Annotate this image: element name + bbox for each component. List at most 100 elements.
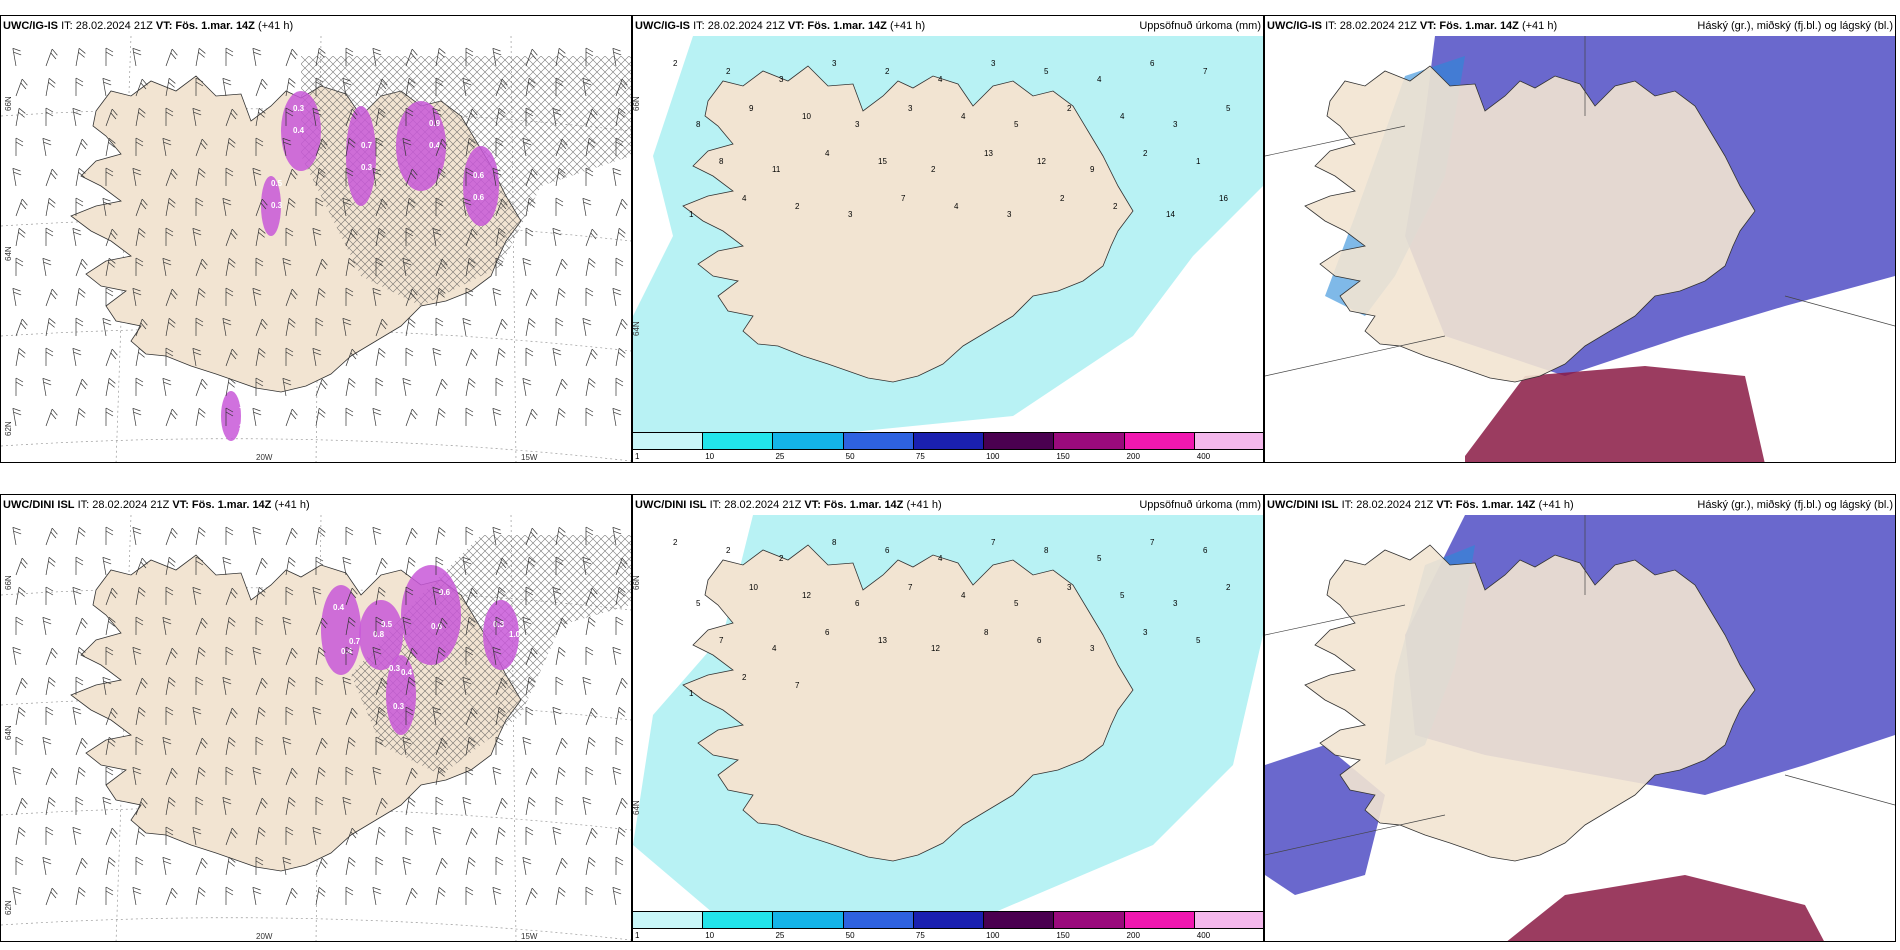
wind-barb <box>195 408 206 427</box>
wind-barb <box>345 587 358 606</box>
precip-value: 15 <box>878 157 887 166</box>
wind-barb <box>465 47 474 66</box>
wind-barb <box>552 347 562 367</box>
wind-barb <box>195 317 204 336</box>
wind-barb <box>225 47 234 66</box>
wind-barb <box>165 78 176 97</box>
colorbar-segment <box>1194 432 1263 450</box>
wind-barb <box>522 616 532 636</box>
wind-barb <box>75 138 88 157</box>
panel-header: UWC/DINI ISL IT: 28.02.2024 21Z VT: Fös.… <box>635 499 1261 513</box>
wind-barb <box>165 557 176 576</box>
wind-barb <box>405 227 414 246</box>
precip-value: 1 <box>689 210 694 219</box>
wind-barb <box>45 408 58 427</box>
wind-barb <box>165 706 174 725</box>
precip-value: 10 <box>802 112 811 121</box>
precip-value: 3 <box>832 59 837 68</box>
wind-barb <box>15 257 24 276</box>
precip-colorbar: 1 10 25 50 75 100 150 200 400 <box>633 911 1263 940</box>
wind-barb <box>195 617 208 636</box>
valid-time: VT: Fös. 1.mar. 14Z <box>1419 20 1519 32</box>
wind-barb <box>465 378 476 397</box>
icing-value: 0.6 <box>431 622 443 631</box>
wind-barb <box>135 228 146 247</box>
wind-barb <box>615 377 624 396</box>
wind-barb <box>165 797 176 816</box>
wind-barb <box>495 348 506 367</box>
wind-barb <box>45 227 54 246</box>
precip-value: 8 <box>719 157 724 166</box>
wind-barb <box>72 107 82 127</box>
wind-barb <box>615 78 628 97</box>
wind-barb <box>72 706 82 726</box>
wind-barb <box>492 287 502 307</box>
wind-barb <box>195 857 208 876</box>
wind-barb <box>255 587 266 606</box>
precip-value: 2 <box>795 202 800 211</box>
wind-barb <box>252 766 262 786</box>
wind-barb <box>375 797 388 816</box>
wind-barb <box>162 137 172 157</box>
wind-barb <box>345 737 356 756</box>
wind-barb <box>252 886 262 906</box>
wind-barb <box>342 197 352 217</box>
wind-barb <box>195 527 206 546</box>
wind-barb <box>132 646 142 666</box>
wind-barb <box>135 856 144 875</box>
wind-barb <box>225 167 234 186</box>
wind-barb <box>585 228 598 247</box>
wind-barb <box>165 288 178 307</box>
wind-barb <box>435 767 446 786</box>
wind-barb <box>195 796 204 815</box>
init-time: IT: 28.02.2024 21Z <box>77 499 170 511</box>
wind-barb <box>15 736 24 755</box>
wind-barb <box>525 107 534 126</box>
lat-label: 66N <box>632 575 641 590</box>
precip-value: 8 <box>832 538 837 547</box>
wind-barb <box>105 348 118 367</box>
wind-barb <box>135 78 148 97</box>
wind-barb <box>435 647 446 666</box>
wind-barb <box>585 707 598 726</box>
wind-barb <box>105 646 114 665</box>
wind-barb <box>585 886 594 905</box>
lat-label: 64N <box>632 800 641 815</box>
precip-value: 2 <box>673 59 678 68</box>
wind-barb <box>75 408 86 427</box>
wind-barb <box>492 47 502 67</box>
precip-value: 3 <box>1090 644 1095 653</box>
cloud-map <box>1265 515 1895 941</box>
wind-barb <box>435 138 448 157</box>
icing-area <box>321 585 361 675</box>
wind-barb <box>465 526 474 545</box>
wind-barb <box>15 827 26 846</box>
colorbar-segment <box>913 432 985 450</box>
wind-barb <box>585 167 594 186</box>
precip-value: 5 <box>1196 636 1201 645</box>
wind-barb <box>405 826 414 845</box>
wind-barb <box>45 706 54 725</box>
icing-value: 0.4 <box>333 603 345 612</box>
wind-barb <box>315 168 326 187</box>
colorbar-tick-label: 100 <box>986 931 1000 940</box>
icing-value: 0.5 <box>271 179 283 188</box>
wind-barb <box>372 886 382 906</box>
icing-area <box>261 176 281 236</box>
wind-barb <box>465 886 474 905</box>
wind-barb <box>195 647 206 666</box>
precip-value: 3 <box>855 120 860 129</box>
wind-barb <box>615 797 628 816</box>
wind-barb <box>105 167 114 186</box>
wind-barb <box>195 767 206 786</box>
colorbar-tick-label: 200 <box>1126 931 1140 940</box>
wind-barb <box>582 676 592 696</box>
wind-barb <box>42 137 52 157</box>
colorbar-tick-label: 400 <box>1196 452 1211 461</box>
wind-barb <box>375 228 386 247</box>
wind-barb <box>372 646 382 666</box>
precip-value: 2 <box>726 546 731 555</box>
wind-barb <box>132 167 142 187</box>
wind-barb <box>492 526 502 546</box>
wind-barb <box>165 647 178 666</box>
